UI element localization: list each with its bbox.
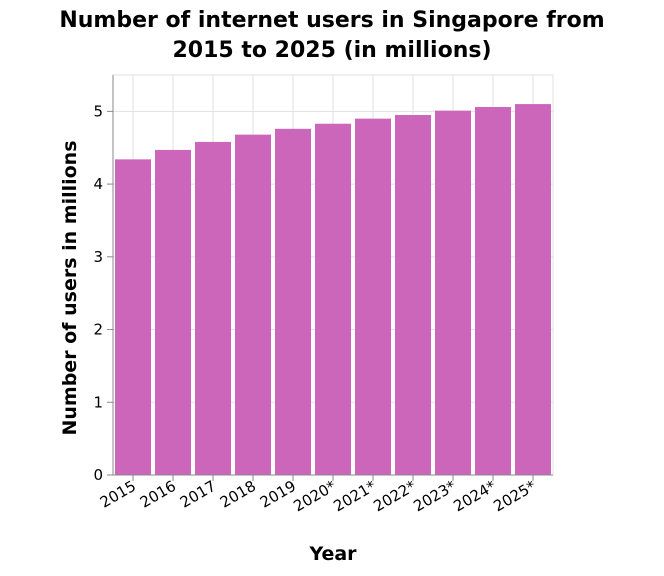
x-tick-label: 2018 [217,477,259,512]
bar-2017 [195,141,231,475]
y-tick-label: 5 [93,102,103,120]
bar-2021-projected [355,118,391,476]
y-tick-label: 1 [93,393,103,411]
y-tick-label: 0 [93,466,103,484]
x-tick-label: 2024* [450,477,499,516]
bar-2015 [115,159,151,475]
x-axis-title: Year [308,543,357,565]
bar-2025-projected [515,104,551,475]
x-tick-label: 2019 [257,477,299,512]
bar-2016 [155,149,191,475]
bars [115,104,551,476]
y-tick-label: 2 [93,321,103,339]
bar-2023-projected [435,110,471,476]
x-tick-label: 2017 [177,477,219,512]
bar-2024-projected [475,107,511,475]
x-tick-label: 2015 [97,477,139,512]
chart-title-line-1: Number of internet users in Singapore fr… [59,8,604,33]
bar-2022-projected [395,115,431,475]
x-tick-label: 2023* [410,477,459,516]
chart-title-line-2: 2015 to 2025 (in millions) [173,38,492,63]
bar-2020-projected [315,123,351,476]
x-tick-label: 2022* [370,477,419,516]
bar-2018 [235,134,271,476]
y-axis-title: Number of users in millions [59,140,81,435]
y-tick-label: 4 [93,175,103,193]
x-tick-label: 2016 [137,477,179,512]
x-tick-label: 2021* [330,477,379,516]
x-tick-label: 2020* [290,477,339,516]
x-tick-label: 2025* [490,477,539,516]
bar-2019 [275,128,311,475]
y-tick-label: 3 [93,248,103,266]
